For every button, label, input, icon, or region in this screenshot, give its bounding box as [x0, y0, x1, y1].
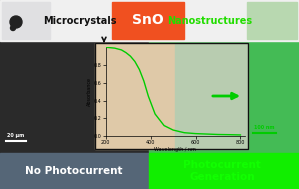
Text: No Photocurrent: No Photocurrent: [25, 166, 123, 176]
Text: Microcrystals: Microcrystals: [43, 15, 117, 26]
Bar: [2, 2, 50, 39]
Bar: [149, 153, 299, 189]
Text: Photocurrent
Generation: Photocurrent Generation: [183, 160, 261, 182]
Text: Nanostructures: Nanostructures: [167, 15, 253, 26]
Bar: [0, 41, 149, 153]
Bar: [95, 43, 175, 149]
X-axis label: Wavelength / nm: Wavelength / nm: [154, 147, 196, 152]
Bar: [149, 41, 299, 153]
Bar: [95, 43, 248, 149]
Circle shape: [10, 26, 16, 30]
Circle shape: [10, 16, 22, 28]
Bar: [175, 43, 248, 149]
Bar: [112, 2, 184, 39]
Text: 100 nm: 100 nm: [254, 125, 274, 130]
Bar: [0, 0, 299, 41]
Bar: [247, 2, 297, 39]
Text: 20 μm: 20 μm: [7, 133, 25, 138]
Bar: [0, 153, 149, 189]
Y-axis label: Absorbance: Absorbance: [87, 77, 92, 106]
Text: SnO: SnO: [132, 13, 164, 28]
